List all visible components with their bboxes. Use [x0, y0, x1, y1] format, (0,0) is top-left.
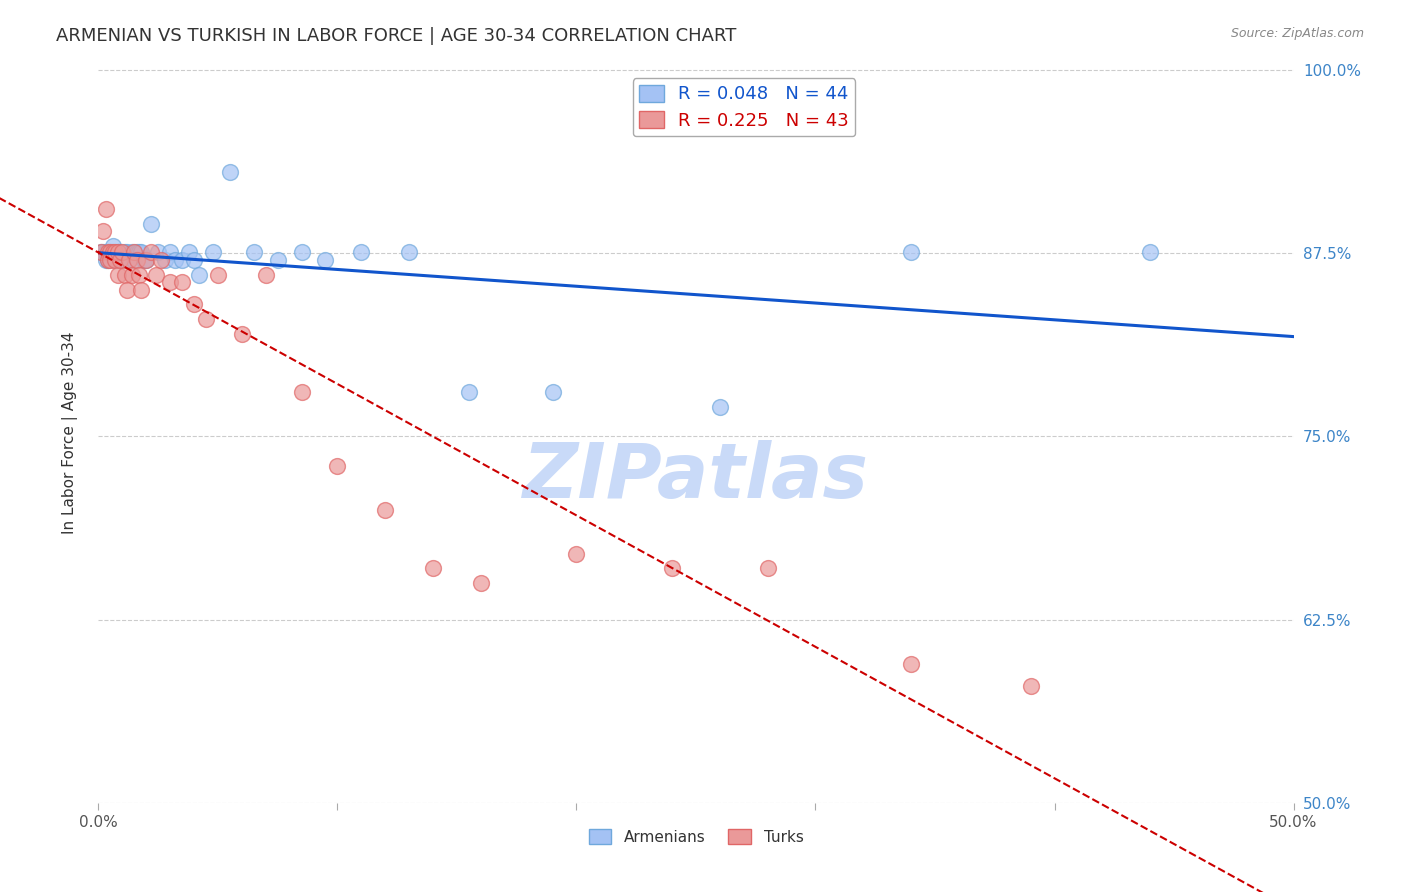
Point	[114, 268, 136, 282]
Point	[101, 238, 124, 252]
Point	[900, 244, 922, 259]
Point	[148, 244, 170, 259]
Point	[97, 253, 120, 268]
Point	[179, 244, 201, 259]
Point	[139, 217, 162, 231]
Point	[118, 253, 141, 268]
Point	[98, 244, 122, 259]
Point	[124, 253, 146, 268]
Point	[422, 561, 444, 575]
Point	[121, 268, 143, 282]
Point	[159, 276, 181, 290]
Point	[315, 253, 337, 268]
Point	[118, 253, 141, 268]
Point	[131, 283, 153, 297]
Point	[115, 283, 138, 297]
Text: ZIPatlas: ZIPatlas	[523, 440, 869, 514]
Point	[163, 253, 186, 268]
Point	[111, 253, 134, 268]
Point	[145, 268, 167, 282]
Point	[374, 502, 396, 516]
Point	[91, 244, 114, 259]
Legend: Armenians, Turks: Armenians, Turks	[582, 822, 810, 851]
Point	[1139, 244, 1161, 259]
Point	[139, 244, 162, 259]
Point	[107, 244, 129, 259]
Point	[90, 244, 112, 259]
Point	[458, 385, 481, 400]
Point	[132, 253, 155, 268]
Point	[900, 657, 922, 671]
Point	[291, 244, 314, 259]
Point	[125, 244, 148, 259]
Y-axis label: In Labor Force | Age 30-34: In Labor Force | Age 30-34	[62, 331, 77, 534]
Point	[207, 268, 229, 282]
Point	[231, 326, 253, 341]
Point	[124, 244, 146, 259]
Point	[1019, 679, 1042, 693]
Point	[98, 244, 122, 259]
Point	[101, 244, 124, 259]
Point	[115, 244, 138, 259]
Point	[128, 268, 150, 282]
Point	[267, 253, 290, 268]
Point	[107, 253, 129, 268]
Point	[108, 244, 131, 259]
Point	[121, 244, 143, 259]
Point	[94, 253, 117, 268]
Point	[111, 244, 134, 259]
Point	[254, 268, 277, 282]
Point	[104, 244, 127, 259]
Point	[98, 253, 122, 268]
Text: ARMENIAN VS TURKISH IN LABOR FORCE | AGE 30-34 CORRELATION CHART: ARMENIAN VS TURKISH IN LABOR FORCE | AGE…	[56, 27, 737, 45]
Point	[97, 253, 120, 268]
Point	[94, 202, 117, 216]
Point	[398, 244, 420, 259]
Point	[291, 385, 314, 400]
Point	[541, 385, 564, 400]
Point	[128, 244, 150, 259]
Point	[326, 458, 349, 473]
Point	[470, 575, 492, 590]
Point	[94, 244, 117, 259]
Point	[104, 253, 127, 268]
Point	[195, 312, 218, 326]
Point	[219, 165, 242, 179]
Point	[709, 400, 731, 414]
Text: Source: ZipAtlas.com: Source: ZipAtlas.com	[1230, 27, 1364, 40]
Point	[135, 253, 157, 268]
Point	[131, 244, 153, 259]
Point	[107, 268, 129, 282]
Point	[565, 547, 588, 561]
Point	[104, 253, 127, 268]
Point	[155, 253, 177, 268]
Point	[114, 244, 136, 259]
Point	[149, 253, 172, 268]
Point	[187, 268, 209, 282]
Point	[243, 244, 266, 259]
Point	[91, 224, 114, 238]
Point	[183, 297, 205, 311]
Point	[108, 253, 131, 268]
Point	[107, 244, 129, 259]
Point	[756, 561, 779, 575]
Point	[135, 253, 157, 268]
Point	[97, 244, 120, 259]
Point	[90, 244, 112, 259]
Point	[661, 561, 683, 575]
Point	[172, 253, 194, 268]
Point	[183, 253, 205, 268]
Point	[172, 276, 194, 290]
Point	[202, 244, 225, 259]
Point	[350, 244, 373, 259]
Point	[159, 244, 181, 259]
Point	[125, 253, 148, 268]
